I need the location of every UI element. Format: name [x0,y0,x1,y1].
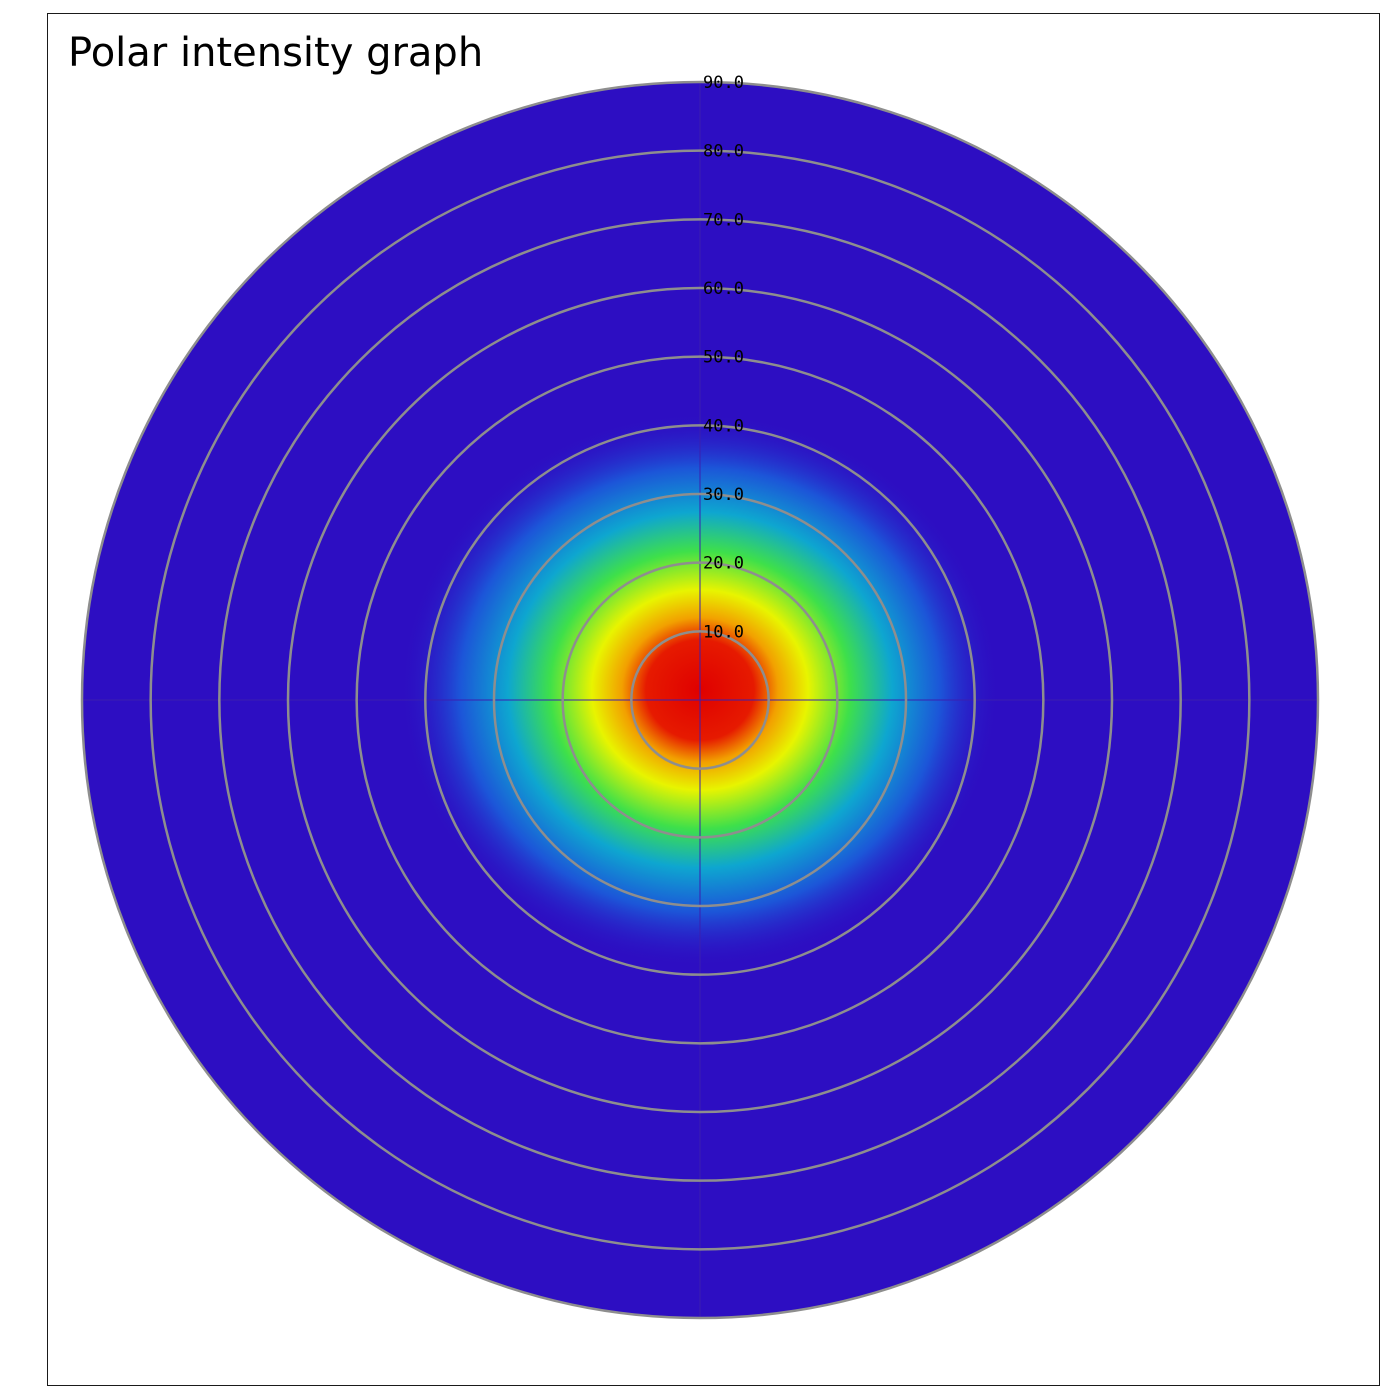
radial-tick-label: 70.0 [703,210,744,230]
radial-tick-label: 30.0 [703,485,744,505]
radial-grid-ring [218,218,1182,1182]
radial-tick-label: 10.0 [703,622,744,642]
radial-tick-label: 80.0 [703,142,744,162]
radial-tick-labels: 10.0 20.0 30.0 40.0 50.0 60.0 70.0 80.0 90.0 [703,73,744,642]
radial-grid-ring [286,286,1114,1114]
radial-tick-label: 60.0 [703,279,744,299]
radial-grid-ring [80,80,1320,1320]
radial-grid-ring [492,492,908,908]
radial-grid-ring [561,561,839,839]
radial-tick-label: 50.0 [703,348,744,368]
radial-tick-label: 40.0 [703,416,744,436]
radial-grid-ring [355,355,1045,1045]
chart-title: Polar intensity graph [68,30,484,76]
radial-tick-label: 20.0 [703,554,744,574]
radial-grid-ring [630,630,770,770]
radial-grid [80,80,1320,1320]
radial-grid-ring [149,149,1251,1251]
radial-tick-label: 90.0 [703,73,744,93]
radial-grid-ring [424,424,976,976]
